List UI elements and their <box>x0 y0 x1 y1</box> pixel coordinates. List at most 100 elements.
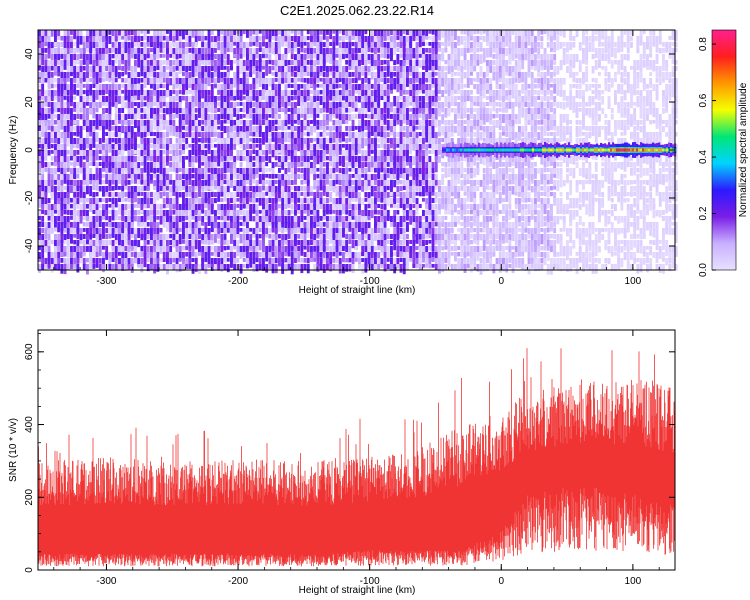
spectrogram-cell <box>390 156 393 165</box>
spectrogram-cell <box>454 30 457 41</box>
spectrogram-cell <box>255 192 259 197</box>
spectrogram-cell <box>185 198 189 207</box>
spectrogram-cell <box>297 168 301 173</box>
spectrogram-cell <box>351 90 355 97</box>
spectrogram-cell <box>418 150 422 160</box>
spectrogram-cell <box>274 96 278 105</box>
spectrogram-cell <box>127 246 131 254</box>
spectrogram-cell <box>198 180 201 190</box>
spectrogram-cell <box>358 174 361 183</box>
spectrogram-cell <box>146 162 150 169</box>
spectrogram-cell <box>146 96 150 106</box>
spectrogram-cell <box>194 222 198 230</box>
spectrogram-cell <box>322 192 326 196</box>
spectrogram-cell <box>73 132 77 136</box>
spectrogram-cell <box>316 108 320 116</box>
spectrogram-cell <box>252 66 256 75</box>
spectrogram-cell <box>127 48 131 57</box>
spectrogram-cell <box>364 180 368 191</box>
spectrogram-cell <box>338 108 342 114</box>
spectrogram-cell <box>351 198 355 202</box>
spectrogram-cell <box>377 186 381 194</box>
spectrogram-cell <box>338 144 342 151</box>
spectrogram-cell <box>351 240 355 249</box>
spectrogram-cell <box>351 30 355 36</box>
spectrogram-cell <box>252 84 256 90</box>
spectrogram-cell <box>441 216 445 226</box>
spectrogram-cell <box>255 48 259 59</box>
spectrogram-cell <box>367 54 371 62</box>
spectrogram-cell <box>290 138 294 146</box>
spectrogram-cell <box>124 216 128 223</box>
spectrogram-cell <box>406 126 409 133</box>
spectrogram-cell <box>38 126 41 132</box>
spectrogram-cell <box>162 156 166 163</box>
spectrogram-cell <box>412 72 416 81</box>
spectrogram-cell <box>182 222 185 229</box>
spectrogram-cell <box>73 96 77 100</box>
spectrogram-cell <box>63 174 67 184</box>
spectrogram-cell <box>444 114 448 118</box>
spectrogram-cell <box>249 168 253 177</box>
spectrogram-cell <box>95 264 99 268</box>
spectrogram-cell <box>108 132 112 140</box>
spectrogram-cell <box>402 198 406 208</box>
spectrogram-cell <box>140 168 144 174</box>
spectrogram-cell <box>79 150 83 161</box>
spectrogram-cell <box>383 72 387 78</box>
spectrogram-cell <box>134 234 137 244</box>
spectrogram-cell <box>169 60 173 69</box>
spectrogram-cell <box>278 126 281 130</box>
spectrogram-cell <box>268 156 272 163</box>
spectrogram-cell <box>127 102 131 109</box>
spectrogram-cell <box>246 222 249 230</box>
spectrogram-cell <box>444 192 448 202</box>
spectrogram-cell <box>348 186 352 192</box>
spectrogram-cell <box>390 198 393 207</box>
spectrogram-cell <box>169 54 173 58</box>
spectrogram-cell <box>242 90 246 95</box>
spectrogram-cell <box>271 234 275 242</box>
spectrogram-cell <box>204 36 208 41</box>
spectrogram-cell <box>358 210 361 216</box>
spectrogram-cell <box>258 120 262 129</box>
spectrogram-cell <box>230 162 233 169</box>
spectrogram-cell <box>223 48 227 56</box>
spectrogram-cell <box>374 60 377 70</box>
spectrogram-cell <box>418 108 422 114</box>
spectrogram-cell <box>162 168 166 177</box>
spectrogram-cell <box>153 138 157 147</box>
spectrogram-cell <box>358 234 361 243</box>
spectrogram-cell <box>399 222 403 228</box>
spectrogram-cell <box>310 30 313 40</box>
spectrogram-cell <box>41 132 45 138</box>
spectrogram-cell <box>246 180 249 185</box>
spectrogram-cell <box>249 60 253 68</box>
spectrogram-cell <box>70 60 73 70</box>
spectrogram-cell <box>322 186 326 194</box>
spectrogram-cell <box>390 90 393 94</box>
spectrogram-cell <box>335 204 339 213</box>
spectrogram-cell <box>326 192 329 198</box>
spectrogram-cell <box>198 144 201 153</box>
spectrogram-cell <box>89 90 93 96</box>
spectrogram-cell <box>156 240 160 249</box>
spectrogram-cell <box>114 78 118 83</box>
spectrogram-cell <box>383 204 387 210</box>
spectrogram-cell <box>281 144 285 154</box>
spectrogram-cell <box>191 198 195 209</box>
spectrogram-cell <box>76 102 80 112</box>
spectrogram-cell <box>284 144 288 153</box>
spectrogram-cell <box>73 234 77 238</box>
spectrogram-cell <box>306 234 310 239</box>
spectrogram-cell <box>297 54 301 64</box>
spectrogram-cell <box>255 156 259 162</box>
spectrogram-cell <box>153 48 157 58</box>
spectrogram-cell <box>82 114 86 124</box>
spectrogram-cell <box>329 252 333 261</box>
spectrogram-cell <box>92 84 96 88</box>
spectrogram-cell <box>60 54 64 59</box>
spectrogram-cell <box>239 48 243 56</box>
spectrogram-cell <box>220 180 224 191</box>
